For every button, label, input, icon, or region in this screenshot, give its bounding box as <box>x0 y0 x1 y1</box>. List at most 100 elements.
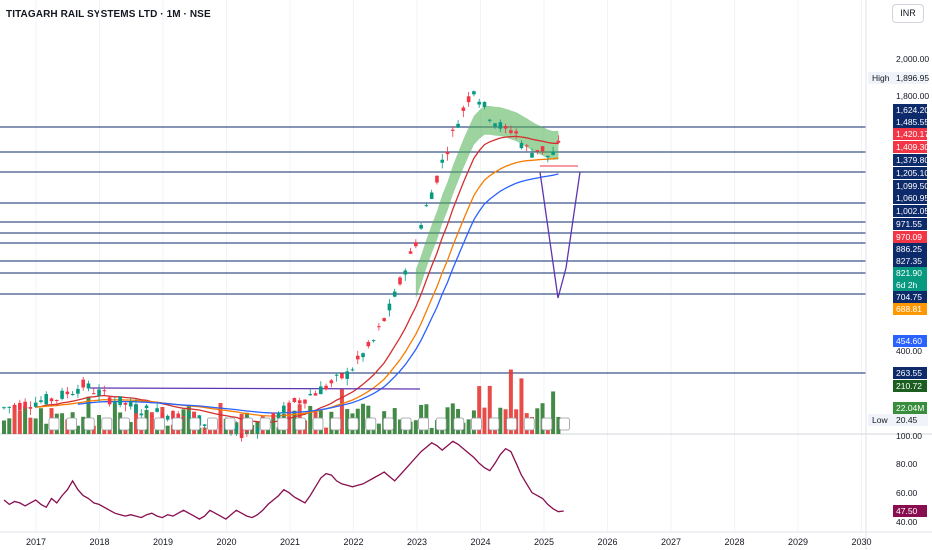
x-tick-label: 2025 <box>534 537 554 547</box>
event-marker <box>347 417 359 431</box>
rsi-tick-label: 80.00 <box>896 459 918 469</box>
rsi-last-text: 47.50 <box>896 506 918 516</box>
candle-body <box>171 410 175 420</box>
candle <box>297 397 302 407</box>
candle-body <box>345 371 349 379</box>
candle <box>429 189 434 199</box>
event-box <box>171 417 183 431</box>
candles <box>2 90 561 442</box>
event-box <box>101 417 113 431</box>
event-marker <box>101 417 113 431</box>
candle-body <box>324 385 328 390</box>
candle-body <box>451 129 455 131</box>
event-marker <box>470 417 482 431</box>
candle-body <box>239 433 244 439</box>
price-label-bg <box>893 141 927 153</box>
volume-bar <box>477 386 482 434</box>
volume-bar <box>361 403 366 434</box>
price-label: 1,485.55 <box>893 116 929 128</box>
volume-bar <box>107 427 112 434</box>
price-label: 827.35 <box>893 255 927 267</box>
volume-bar <box>128 421 133 434</box>
event-marker <box>488 417 500 431</box>
price-label-bg <box>893 291 927 303</box>
candle <box>144 404 149 414</box>
candle-body <box>49 398 54 402</box>
volume-bar <box>271 415 276 434</box>
candle-body <box>377 326 381 328</box>
candle <box>187 411 191 424</box>
price-label-text: 886.25 <box>896 244 922 254</box>
candle <box>340 372 344 380</box>
candle <box>440 153 445 169</box>
price-label: 1,060.95 <box>893 192 929 204</box>
candle-body <box>218 424 223 427</box>
candle-body <box>65 391 70 395</box>
event-box <box>347 417 359 431</box>
price-label-text: 821.90 <box>896 268 922 278</box>
price-label-text: 688.81 <box>896 304 922 314</box>
price-label-text: 1,409.30 <box>896 142 929 152</box>
price-label: 821.90 <box>893 267 927 279</box>
price-tick-label: 1,800.00 <box>896 91 929 101</box>
candle-body <box>371 340 376 342</box>
candle-body <box>308 394 313 396</box>
volume-bar <box>503 409 508 434</box>
candle-body <box>7 406 12 408</box>
price-label: 1,379.80 <box>893 154 929 166</box>
candle <box>424 202 429 207</box>
volume-bar <box>445 407 450 434</box>
event-box <box>206 417 218 431</box>
candle <box>493 122 497 129</box>
event-marker <box>541 417 553 431</box>
candle <box>234 421 239 436</box>
event-marker <box>242 417 254 431</box>
event-marker <box>435 417 447 431</box>
price-label: 22.04M <box>893 402 927 414</box>
volume-bar <box>12 405 17 434</box>
volume-bar <box>23 406 28 434</box>
candle-body <box>255 428 260 433</box>
volume-bar <box>345 409 350 434</box>
currency-button[interactable]: INR <box>892 4 924 23</box>
candle <box>535 150 540 155</box>
candle <box>12 403 17 413</box>
candle <box>171 409 175 420</box>
candle <box>546 155 550 163</box>
candle-body <box>466 96 471 103</box>
volume-bar <box>197 427 202 434</box>
candle-body <box>107 397 112 405</box>
candle <box>123 402 128 412</box>
candle-body <box>271 412 276 419</box>
candle-body <box>435 175 439 183</box>
candle-body <box>440 159 445 163</box>
high-value-text: 1,896.95 <box>896 73 929 83</box>
candle-body <box>487 119 492 121</box>
event-box <box>470 417 482 431</box>
volume-bar <box>429 427 434 434</box>
high-label-bg <box>868 72 928 84</box>
candle-body <box>12 404 17 408</box>
price-label-text: 1,624.20 <box>896 105 929 115</box>
candle-body <box>23 401 27 409</box>
candle-body <box>456 123 460 128</box>
price-label-text: 1,205.10 <box>896 168 929 178</box>
candle <box>202 424 207 430</box>
candle-body <box>2 407 6 409</box>
candle-body <box>155 408 159 412</box>
candle <box>128 397 133 410</box>
candle <box>498 119 503 132</box>
candle-body <box>202 424 207 426</box>
rsi-tick-label: 40.00 <box>896 517 918 527</box>
candle <box>271 412 276 421</box>
candle <box>134 398 138 415</box>
candle-body <box>424 205 429 207</box>
price-label-text: 1,485.55 <box>896 117 929 127</box>
price-label-text: 970.09 <box>896 232 922 242</box>
candle-body <box>414 242 418 247</box>
candle-body <box>540 146 545 152</box>
candle <box>150 415 154 418</box>
volume-bar <box>482 407 487 434</box>
candle <box>70 391 75 396</box>
